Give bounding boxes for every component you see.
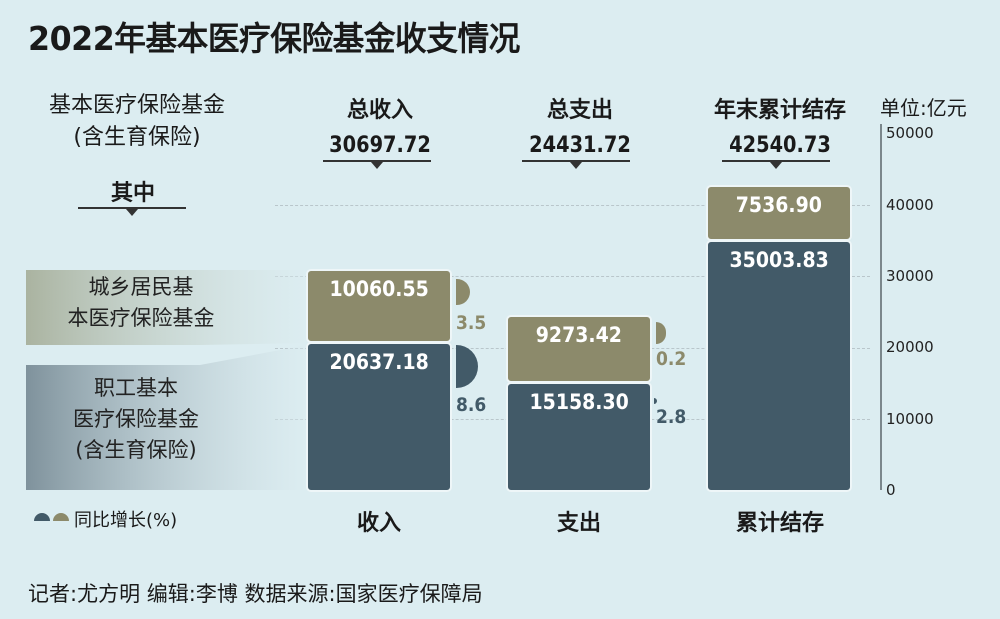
growth-half-circle-icon [456,345,478,388]
y-tick: 10000 [886,410,934,428]
growth-expense-resident: 0.2 [656,348,687,370]
header-balance: 年末累计结存 [713,98,846,123]
category-income: 收入 [356,511,401,536]
legend-resident-icon [53,513,69,521]
left-header-sub: 其中 [110,181,155,206]
series-label-employee: 职工基本 医疗保险基金 (含生育保险) [73,376,199,462]
growth-expense-employee: 2.8 [656,406,687,428]
y-axis [880,124,882,490]
gridline [275,205,870,206]
pointer-icon [371,162,383,169]
footer-credits: 记者:尤方明 编辑:李博 数据来源:国家医疗保障局 [28,582,483,606]
divider [722,160,830,162]
divider [78,207,186,209]
bar-expense-resident: 9273.42 [506,315,652,383]
left-header: 基本医疗保险基金 (含生育保险) [22,90,252,154]
total-balance: 42540.73 [729,133,831,158]
legend-label: 同比增长(%) [74,510,178,531]
total-income: 30697.72 [329,133,431,158]
growth-half-circle-icon [456,279,470,305]
pointer-icon [770,162,782,169]
growth-income-employee: 8.6 [456,394,487,416]
gridline [275,276,870,277]
legend-employee-icon [34,513,50,521]
chart-title: 2022年基本医疗保险基金收支情况 [28,19,520,58]
unit-label: 单位:亿元 [880,96,967,120]
pointer-icon [570,162,582,169]
y-tick: 0 [886,481,896,499]
left-header-line1: 基本医疗保险基金 [48,93,225,118]
bar-income-resident: 10060.55 [306,269,452,343]
divider [522,160,630,162]
category-expense: 支出 [556,511,601,536]
header-expense: 总支出 [546,98,613,123]
divider [323,160,431,162]
pointer-icon [126,209,138,216]
growth-half-circle-icon [654,398,657,404]
left-header-line2: (含生育保险) [73,125,201,150]
y-tick: 50000 [886,124,934,142]
header-income: 总收入 [346,98,413,123]
y-tick: 30000 [886,267,934,285]
growth-half-circle-icon [656,322,666,344]
y-tick: 40000 [886,196,934,214]
bar-income-employee: 20637.18 [306,342,452,492]
category-balance: 累计结存 [735,511,824,536]
series-label-resident: 城乡居民基 本医疗保险基金 [67,275,215,330]
bar-balance-employee: 35003.83 [706,240,852,492]
total-expense: 24431.72 [529,133,631,158]
bar-balance-resident: 7536.90 [706,185,852,241]
growth-income-resident: 3.5 [456,312,487,334]
bar-expense-employee: 15158.30 [506,382,652,492]
y-tick: 20000 [886,338,934,356]
